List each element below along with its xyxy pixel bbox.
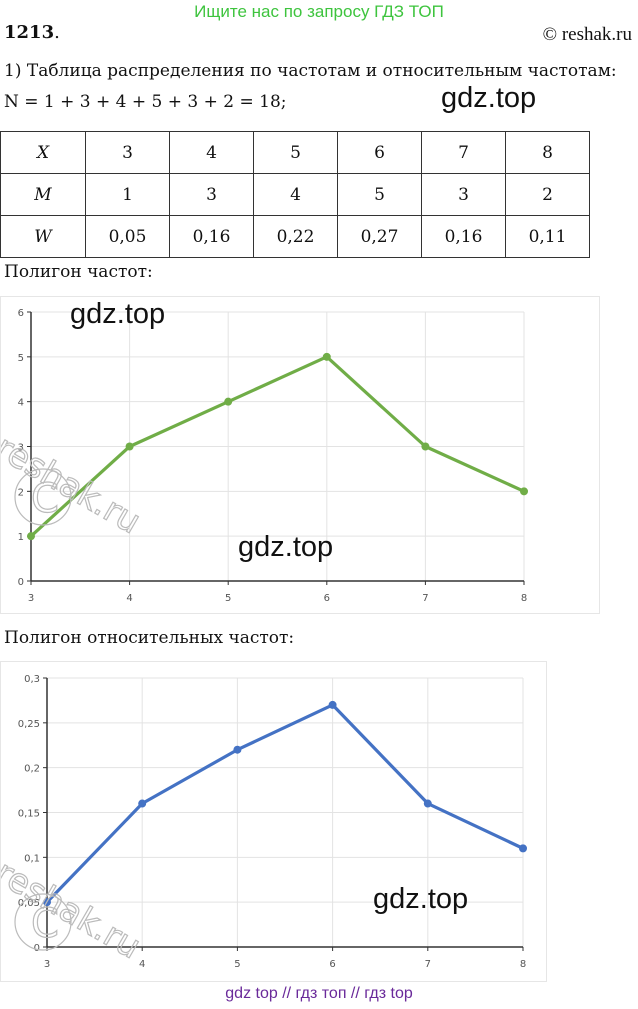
data-point xyxy=(423,799,432,808)
svg-text:reshak.ru: reshak.ru xyxy=(1,852,147,967)
x-tick-label: 8 xyxy=(521,593,527,604)
table-cell: 8 xyxy=(505,131,590,174)
chart2-caption: Полигон относительных частот: xyxy=(4,628,295,648)
row-header: M xyxy=(0,173,86,216)
table-cell: 0,16 xyxy=(421,215,506,258)
data-point xyxy=(27,532,35,541)
y-tick-label: 6 xyxy=(18,308,24,319)
x-tick-label: 3 xyxy=(44,959,50,970)
y-tick-label: 0,1 xyxy=(24,853,40,864)
formula: N = 1 + 3 + 4 + 5 + 3 + 2 = 18; xyxy=(4,92,287,112)
table-row: W 0,05 0,16 0,22 0,27 0,16 0,11 xyxy=(0,215,590,258)
chart1-caption: Полигон частот: xyxy=(4,262,153,282)
copyright: © reshak.ru xyxy=(542,24,632,45)
y-tick-label: 3 xyxy=(18,443,24,454)
y-tick-label: 0,2 xyxy=(24,764,40,775)
y-tick-label: 0 xyxy=(18,577,24,588)
y-tick-label: 4 xyxy=(18,398,24,409)
svg-text:C: C xyxy=(31,476,59,522)
footer-links[interactable]: gdz top // гдз топ // гдз top xyxy=(225,985,413,1002)
gdz-watermark: gdz.top xyxy=(441,82,537,114)
x-tick-label: 4 xyxy=(139,959,145,970)
x-tick-label: 8 xyxy=(520,959,526,970)
table-cell: 3 xyxy=(421,173,506,216)
data-point xyxy=(421,442,430,451)
gdz-watermark: gdz.top xyxy=(373,883,469,915)
data-point xyxy=(520,487,528,496)
y-tick-label: 0,15 xyxy=(18,809,40,820)
y-tick-label: 0,3 xyxy=(24,674,40,685)
gdz-watermark: gdz.top xyxy=(70,298,166,330)
x-tick-label: 7 xyxy=(422,593,428,604)
y-tick-label: 0 xyxy=(34,943,40,954)
svg-text:C: C xyxy=(31,901,59,947)
data-point xyxy=(328,700,337,709)
table-cell: 7 xyxy=(421,131,506,174)
table-cell: 5 xyxy=(253,131,338,174)
x-tick-label: 7 xyxy=(425,959,431,970)
data-point xyxy=(224,397,233,406)
table-cell: 0,27 xyxy=(337,215,422,258)
row-header: X xyxy=(0,131,86,174)
x-tick-label: 6 xyxy=(324,593,330,604)
y-tick-label: 0,05 xyxy=(18,898,40,909)
intro-text: 1) Таблица распределения по частотам и о… xyxy=(4,61,617,81)
series-line xyxy=(29,355,525,538)
svg-text:reshak.ru: reshak.ru xyxy=(1,427,147,542)
problem-number-value: 1213 xyxy=(4,22,55,43)
problem-number-dot: . xyxy=(54,22,60,43)
row-header: W xyxy=(0,215,86,258)
y-tick-label: 1 xyxy=(18,532,24,543)
table-cell: 0,16 xyxy=(169,215,254,258)
frequency-table: X 3 4 5 6 7 8 M 1 3 4 5 3 2 W 0,05 0,16 0,22 0,27 0,16 0,11 xyxy=(0,131,590,258)
data-point xyxy=(125,442,134,451)
data-point xyxy=(519,844,527,853)
x-tick-label: 5 xyxy=(225,593,231,604)
y-tick-label: 5 xyxy=(18,353,24,364)
promo-banner[interactable]: Ищите нас по запросу ГДЗ ТОП xyxy=(194,2,444,21)
data-point xyxy=(43,898,51,907)
data-point xyxy=(322,352,331,361)
table-cell: 0,22 xyxy=(253,215,338,258)
data-point xyxy=(233,745,242,754)
gdz-watermark: gdz.top xyxy=(238,531,334,563)
x-tick-label: 6 xyxy=(329,959,335,970)
table-cell: 1 xyxy=(85,173,170,216)
data-point xyxy=(138,799,147,808)
table-cell: 3 xyxy=(85,131,170,174)
problem-number: 1213. xyxy=(4,22,60,43)
table-cell: 0,05 xyxy=(85,215,170,258)
y-tick-label: 0,25 xyxy=(18,719,40,730)
series-line xyxy=(45,703,524,904)
table-cell: 4 xyxy=(169,131,254,174)
x-tick-label: 3 xyxy=(28,593,34,604)
table-cell: 4 xyxy=(253,173,338,216)
x-tick-label: 5 xyxy=(234,959,240,970)
table-cell: 6 xyxy=(337,131,422,174)
table-cell: 3 xyxy=(169,173,254,216)
table-cell: 0,11 xyxy=(505,215,590,258)
x-tick-label: 4 xyxy=(126,593,132,604)
table-cell: 5 xyxy=(337,173,422,216)
y-tick-label: 2 xyxy=(18,487,24,498)
table-cell: 2 xyxy=(505,173,590,216)
